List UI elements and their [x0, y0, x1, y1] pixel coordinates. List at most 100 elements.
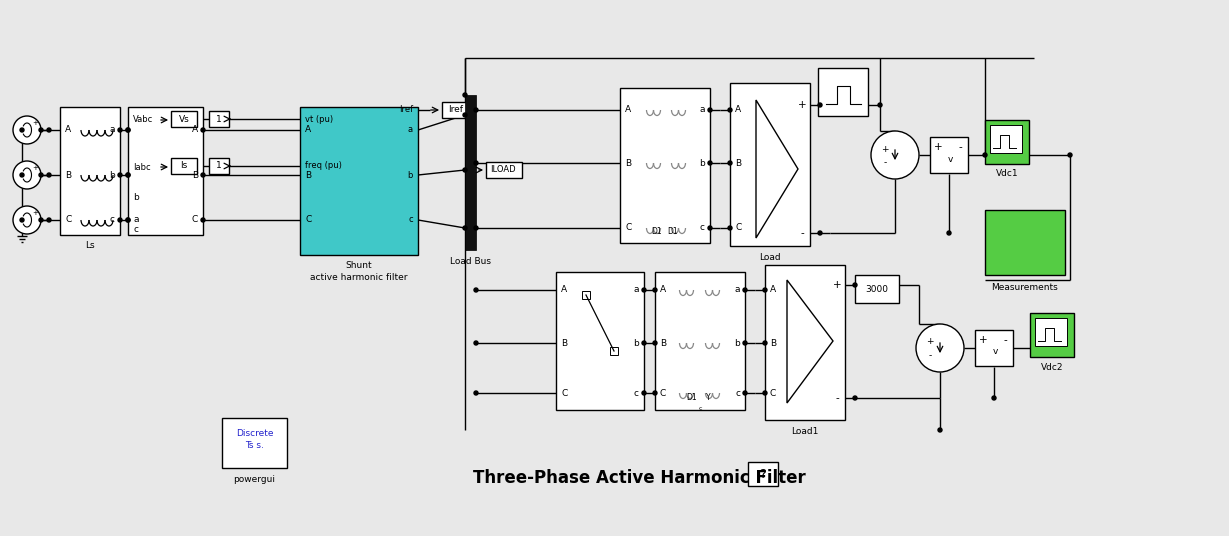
Circle shape	[763, 288, 767, 292]
Circle shape	[744, 288, 747, 292]
Circle shape	[916, 324, 964, 372]
Circle shape	[14, 116, 41, 144]
Circle shape	[127, 218, 130, 222]
Bar	[819, 68, 868, 116]
Text: v: v	[948, 154, 952, 163]
Circle shape	[474, 391, 478, 395]
Text: A: A	[735, 106, 741, 115]
Bar	[619, 88, 710, 243]
Circle shape	[744, 341, 747, 345]
Text: b: b	[699, 159, 705, 167]
Text: Ts s.: Ts s.	[245, 442, 264, 450]
Circle shape	[20, 173, 25, 177]
Text: b: b	[633, 339, 639, 347]
Text: +: +	[833, 280, 842, 290]
Circle shape	[39, 128, 43, 132]
Circle shape	[1068, 153, 1072, 157]
Text: C: C	[192, 215, 198, 225]
Circle shape	[127, 173, 130, 177]
Circle shape	[118, 128, 122, 132]
Text: B: B	[192, 170, 198, 180]
Text: Shunt: Shunt	[345, 262, 372, 271]
Circle shape	[202, 173, 205, 177]
Circle shape	[708, 226, 712, 230]
Text: a: a	[109, 125, 116, 135]
Text: Iref: Iref	[449, 106, 463, 115]
Text: c: c	[634, 389, 639, 398]
Text: +: +	[32, 210, 38, 216]
Bar	[975, 330, 1013, 366]
Bar	[485, 162, 522, 178]
Circle shape	[127, 173, 130, 177]
Bar	[655, 272, 745, 410]
Text: c: c	[698, 406, 702, 411]
Text: -: -	[884, 159, 886, 167]
Text: Iref: Iref	[399, 106, 413, 115]
Circle shape	[202, 218, 205, 222]
Circle shape	[20, 128, 25, 132]
Text: Three-Phase Active Harmonic Filter: Three-Phase Active Harmonic Filter	[473, 469, 805, 487]
Circle shape	[853, 396, 857, 400]
Bar	[171, 158, 197, 174]
Circle shape	[39, 218, 43, 222]
Polygon shape	[756, 100, 798, 238]
Text: Vdc1: Vdc1	[995, 169, 1019, 178]
Text: c: c	[701, 224, 705, 233]
Circle shape	[463, 226, 467, 230]
Circle shape	[983, 153, 987, 157]
Circle shape	[202, 128, 205, 132]
Text: B: B	[560, 339, 567, 347]
Text: Ls: Ls	[85, 242, 95, 250]
Bar	[984, 120, 1029, 164]
Text: a: a	[133, 215, 139, 225]
Text: b: b	[133, 192, 139, 202]
Circle shape	[463, 168, 467, 172]
Circle shape	[20, 218, 25, 222]
Circle shape	[463, 113, 467, 117]
Bar	[222, 418, 288, 468]
Text: -: -	[800, 228, 804, 238]
Bar	[1030, 313, 1074, 357]
Text: B: B	[660, 339, 666, 347]
Text: Vs: Vs	[178, 115, 189, 123]
Circle shape	[653, 341, 658, 345]
Bar	[991, 125, 1023, 153]
Text: B: B	[305, 170, 311, 180]
Circle shape	[642, 391, 646, 395]
Circle shape	[14, 206, 41, 234]
Bar	[556, 272, 644, 410]
Circle shape	[14, 161, 41, 189]
Text: Vabc: Vabc	[133, 115, 154, 124]
Bar	[748, 462, 778, 486]
Text: D1: D1	[687, 393, 697, 403]
Bar	[730, 83, 810, 246]
Circle shape	[948, 231, 951, 235]
Text: D1: D1	[651, 227, 662, 235]
Circle shape	[653, 288, 658, 292]
Circle shape	[47, 173, 50, 177]
Text: c: c	[735, 389, 740, 398]
Text: A: A	[771, 286, 777, 294]
Text: 1: 1	[216, 115, 222, 123]
Circle shape	[474, 288, 478, 292]
Text: Measurements: Measurements	[992, 282, 1058, 292]
Text: B: B	[626, 159, 632, 167]
Text: A: A	[192, 125, 198, 135]
Text: -: -	[959, 142, 962, 152]
Circle shape	[127, 218, 130, 222]
Bar	[300, 107, 418, 255]
Text: +: +	[881, 145, 889, 153]
Bar	[930, 137, 968, 173]
Circle shape	[127, 128, 130, 132]
Text: vt (pu): vt (pu)	[305, 115, 333, 123]
Text: A: A	[305, 125, 311, 135]
Text: C: C	[771, 389, 777, 398]
Text: a: a	[408, 125, 413, 135]
Circle shape	[871, 131, 919, 179]
Circle shape	[819, 103, 822, 107]
Circle shape	[474, 341, 478, 345]
Text: C: C	[305, 215, 311, 225]
Text: C: C	[626, 224, 632, 233]
Bar	[465, 95, 476, 250]
Text: +: +	[32, 165, 38, 171]
